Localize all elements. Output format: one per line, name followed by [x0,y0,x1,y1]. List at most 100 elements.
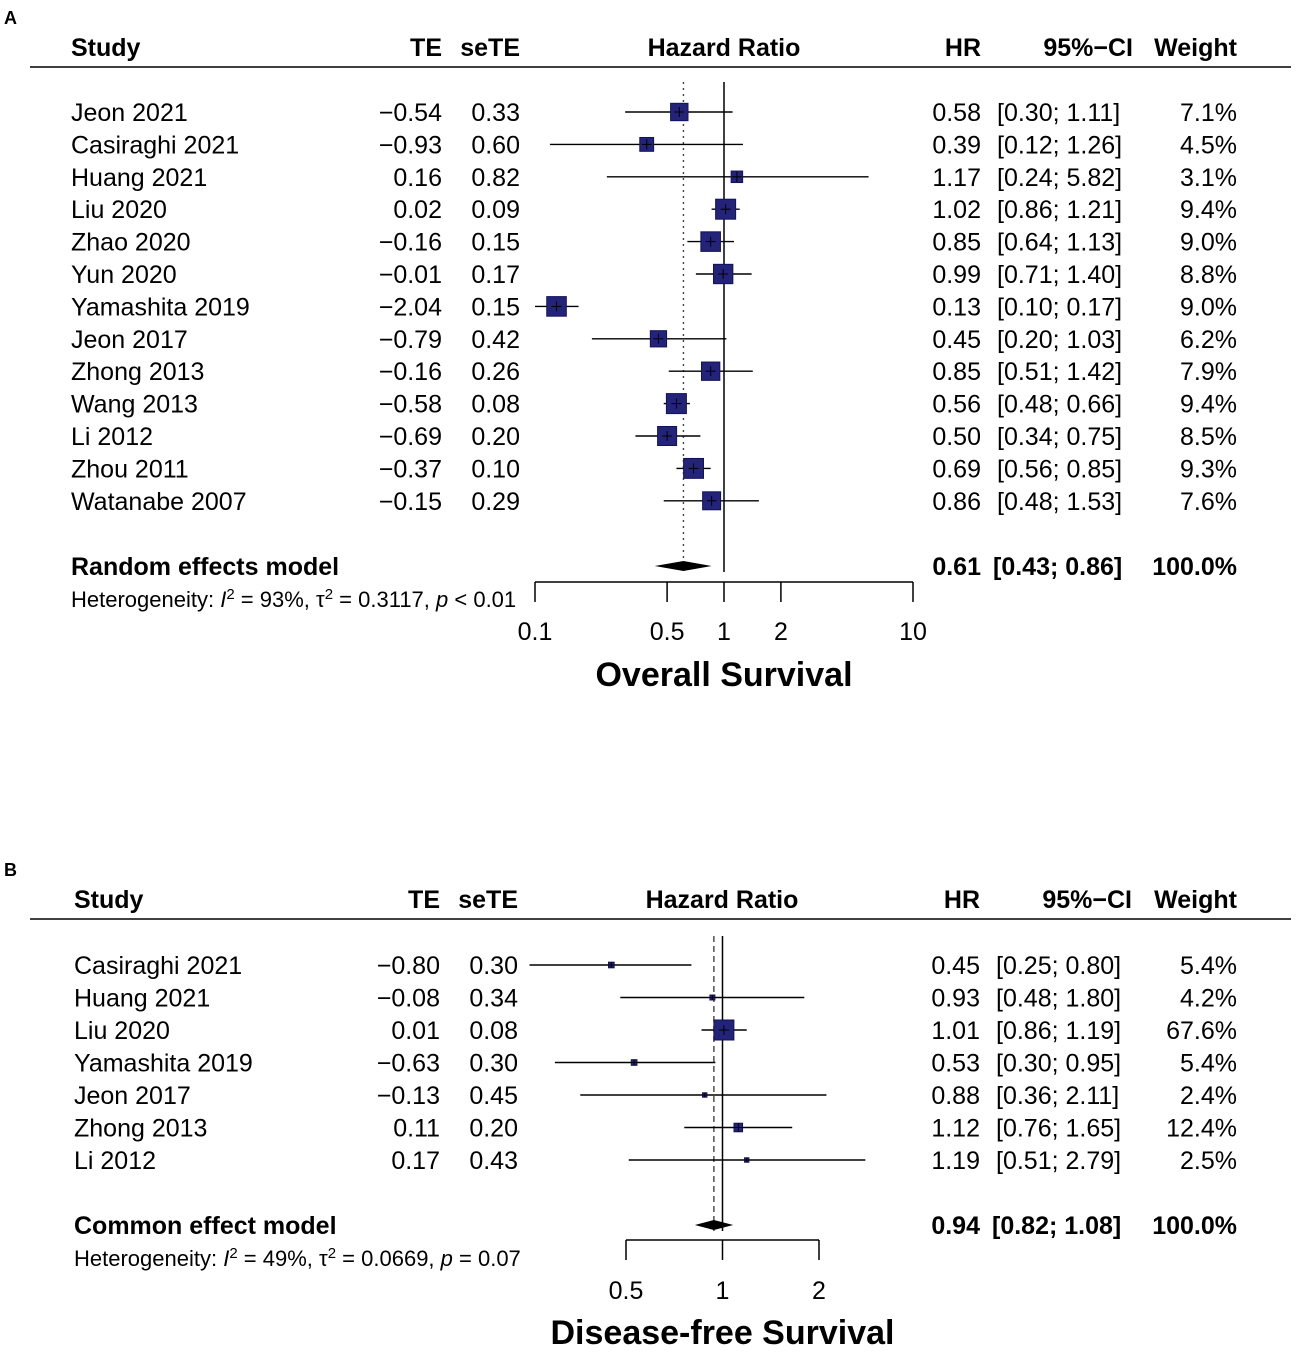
heterogeneity-i2: = 49%, [238,1246,319,1271]
summary-ci: [0.82; 1.08] [992,1212,1121,1240]
study-weight: 5.4% [1180,952,1237,980]
study-sete: 0.10 [471,455,520,483]
header-hr: HR [944,886,980,914]
heterogeneity-prefix: Heterogeneity: [74,1246,223,1271]
study-te: 0.02 [393,196,442,224]
heterogeneity-tau: τ [316,587,325,612]
summary-diamond [654,561,712,571]
study-weight: 4.5% [1180,131,1237,159]
heterogeneity-tau2: = 0.3117, [333,587,436,612]
study-hr: 0.53 [931,1050,980,1078]
header-study: Study [71,34,141,62]
heterogeneity-sup: 2 [328,1245,336,1262]
study-weight: 9.3% [1180,455,1237,483]
study-te: −0.93 [379,131,442,159]
study-hr: 0.85 [932,229,981,257]
study-hr: 0.99 [932,261,981,289]
study-ci: [0.51; 2.79] [996,1147,1121,1175]
study-weight: 67.6% [1166,1017,1237,1045]
study-ci: [0.48; 1.80] [996,985,1121,1013]
study-hr: 0.58 [932,99,981,127]
study-row: Casiraghi 2021 −0.80 0.30 0.45 [0.25; 0.80] 5… [74,952,1237,980]
study-name: Yamashita 2019 [71,293,250,321]
study-weight: 2.5% [1180,1147,1237,1175]
study-weight: 3.1% [1180,164,1237,192]
study-sete: 0.30 [469,952,518,980]
header-ci: 95%−CI [1042,886,1132,914]
study-weight: 5.4% [1180,1050,1237,1078]
study-sete: 0.60 [471,131,520,159]
study-hr: 0.69 [932,455,981,483]
study-hr: 0.88 [931,1082,980,1110]
study-sete: 0.82 [471,164,520,192]
heterogeneity-sup: 2 [325,586,333,603]
study-te: −0.16 [379,358,442,386]
study-sete: 0.08 [471,391,520,419]
study-sete: 0.33 [471,99,520,127]
study-name: Li 2012 [71,423,153,451]
panel-label: B [4,860,17,880]
study-name: Huang 2021 [74,985,210,1013]
study-name: Jeon 2017 [74,1082,191,1110]
study-te: −0.08 [377,985,440,1013]
study-ci: [0.48; 1.53] [997,488,1122,516]
heterogeneity-p-symbol: p [440,1246,453,1271]
study-ci: [0.48; 0.66] [997,391,1122,419]
study-sete: 0.42 [471,326,520,354]
study-weight: 8.5% [1180,423,1237,451]
study-te: −0.13 [377,1082,440,1110]
study-row: Casiraghi 2021 −0.93 0.60 0.39 [0.12; 1.26] 4… [71,131,1237,159]
study-name: Zhong 2013 [74,1115,207,1143]
study-ci: [0.71; 1.40] [997,261,1122,289]
study-hr: 0.50 [932,423,981,451]
study-row: Zhao 2020 −0.16 0.15 0.85 [0.64; 1.13] 9.0% [71,229,1237,257]
study-row: Zhong 2013 0.11 0.20 1.12 [0.76; 1.65] 12.4% [74,1115,1237,1143]
header-weight: Weight [1154,886,1238,914]
study-ci: [0.86; 1.19] [996,1017,1121,1045]
study-te: −0.58 [379,391,442,419]
study-te: −2.04 [379,293,442,321]
study-weight: 2.4% [1180,1082,1237,1110]
summary-hr: 0.61 [932,553,981,581]
heterogeneity-i-symbol: I [223,1246,229,1271]
study-row: Huang 2021 −0.08 0.34 0.93 [0.48; 1.80] 4.2% [74,985,1237,1013]
header-weight: Weight [1154,34,1238,62]
study-name: Wang 2013 [71,391,198,419]
summary-diamond [694,1220,734,1230]
study-row: Yun 2020 −0.01 0.17 0.99 [0.71; 1.40] 8.8% [71,261,1237,289]
study-row: Huang 2021 0.16 0.82 1.17 [0.24; 5.82] 3.1% [71,164,1237,192]
study-sete: 0.20 [469,1115,518,1143]
study-weight: 9.0% [1180,229,1237,257]
study-name: Yamashita 2019 [74,1050,253,1078]
study-ci: [0.64; 1.13] [997,229,1122,257]
study-hr: 0.39 [932,131,981,159]
study-name: Casiraghi 2021 [74,952,242,980]
study-name: Casiraghi 2021 [71,131,239,159]
study-row: Wang 2013 −0.58 0.08 0.56 [0.48; 0.66] 9.4% [71,391,1237,419]
study-ci: [0.36; 2.11] [996,1082,1119,1110]
study-ci: [0.10; 0.17] [997,293,1122,321]
study-weight: 7.9% [1180,358,1237,386]
study-row: Watanabe 2007 −0.15 0.29 0.86 [0.48; 1.53] 7.… [71,488,1237,516]
study-hr: 1.19 [931,1147,980,1175]
study-te: 0.11 [393,1115,440,1143]
study-hr: 0.45 [932,326,981,354]
panel-a: A Study TE seTE Hazard Ratio HR 95%−CI Weight Je… [4,8,1291,694]
header-hazard-ratio: Hazard Ratio [646,886,799,914]
panel-label: A [4,8,17,28]
study-ci: [0.30; 1.11] [997,99,1120,127]
study-name: Liu 2020 [74,1017,170,1045]
study-row: Jeon 2017 −0.79 0.42 0.45 [0.20; 1.03] 6.2% [71,326,1237,354]
study-weight: 4.2% [1180,985,1237,1013]
study-te: 0.01 [391,1017,440,1045]
study-hr: 0.13 [932,293,981,321]
x-axis-title: Overall Survival [595,656,852,694]
study-ci: [0.25; 0.80] [996,952,1121,980]
study-ci: [0.12; 1.26] [997,131,1122,159]
study-row: Liu 2020 0.02 0.09 1.02 [0.86; 1.21] 9.4% [71,196,1237,224]
study-sete: 0.45 [469,1082,518,1110]
study-te: −0.54 [379,99,442,127]
study-te: −0.37 [379,455,442,483]
heterogeneity-p: < 0.01 [448,587,516,612]
